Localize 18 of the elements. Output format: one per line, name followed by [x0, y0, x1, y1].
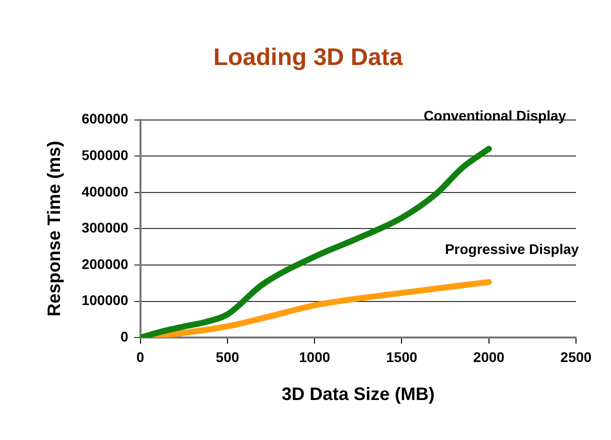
y-axis-title: Response Time (ms): [44, 140, 64, 317]
x-tick-label: 1000: [299, 348, 330, 365]
y-tick-label: 300000: [82, 220, 129, 236]
y-tick-label: 500000: [82, 146, 129, 163]
text: Progressive Display: [444, 240, 579, 257]
chart-title: Loading 3D Data: [213, 44, 404, 72]
x-tick-label: 2000: [473, 348, 505, 365]
text: Conventional Display: [424, 108, 566, 124]
y-tick-label: 100000: [82, 292, 129, 308]
y-tick-label: 400000: [82, 183, 129, 200]
y-tick-label: 600000: [82, 110, 129, 127]
x-tick-label: 1500: [386, 348, 418, 365]
y-tick-label: 200000: [82, 256, 129, 272]
y-tick-label: 0: [120, 328, 129, 344]
x-tick-label: 2500: [560, 348, 592, 365]
x-tick-label: 0: [136, 348, 144, 365]
x-axis-title: 3D Data Size (MB): [282, 384, 435, 404]
x-tick-label: 500: [216, 348, 240, 365]
